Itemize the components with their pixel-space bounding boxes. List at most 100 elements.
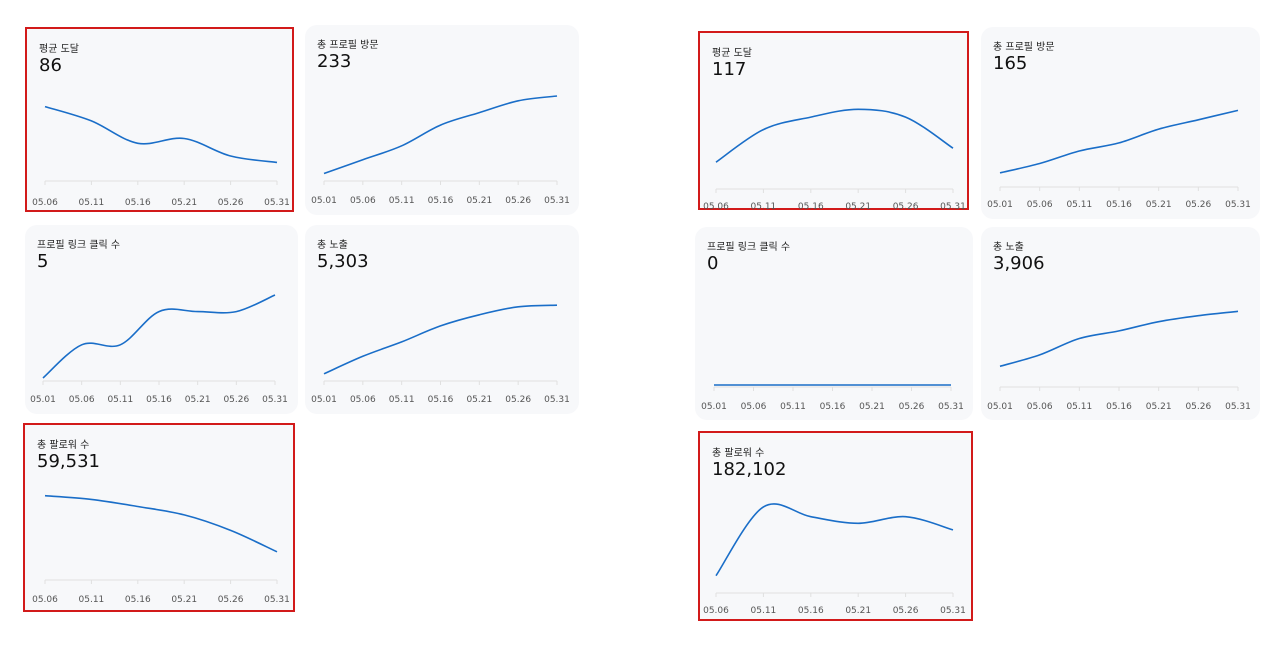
series-line [715, 503, 954, 577]
x-tick-label: 05.11 [107, 395, 133, 405]
x-tick-label: 05.26 [223, 395, 249, 405]
x-tick-label: 05.26 [899, 402, 925, 412]
x-tick-label: 05.26 [1185, 200, 1211, 210]
line-chart: 05.01 05.06 05.11 05.16 05.21 05.26 05.31 [311, 304, 570, 405]
metric-value: 117 [712, 59, 747, 80]
metric-value: 5,303 [317, 251, 369, 272]
x-tick-label: 05.31 [1225, 402, 1251, 412]
series-line [999, 310, 1239, 368]
metric-card: 총 프로필 방문 233 05.01 05.06 05.11 05.16 05.21 05.2… [305, 25, 579, 215]
series-line [715, 108, 954, 163]
x-tick-label: 05.31 [940, 202, 966, 212]
line-chart: 05.01 05.06 05.11 05.16 05.21 05.26 05.31 [30, 294, 288, 405]
x-tick-label: 05.16 [820, 402, 846, 412]
metric-card: 평균 도달 86 05.06 05.11 05.16 05.21 05.26 05.31 [25, 27, 294, 212]
x-tick-label: 05.01 [987, 200, 1013, 210]
x-tick-label: 05.21 [185, 395, 211, 405]
metric-card: 총 노출 5,303 05.01 05.06 05.11 05.16 05.21 05.26 0… [305, 225, 579, 414]
x-tick-label: 05.01 [30, 395, 56, 405]
series-line [44, 105, 278, 164]
series-line [323, 95, 558, 175]
metric-card: 프로필 링크 클릭 수 5 05.01 05.06 05.11 05.16 05.21 05.… [25, 225, 298, 414]
x-tick-label: 05.16 [798, 202, 824, 212]
x-tick-label: 05.21 [466, 196, 492, 206]
x-tick-label: 05.06 [1027, 402, 1053, 412]
x-tick-label: 05.11 [389, 395, 415, 405]
x-tick-label: 05.26 [505, 196, 531, 206]
x-tick-label: 05.21 [1146, 200, 1172, 210]
x-tick-label: 05.21 [845, 606, 871, 616]
line-chart: 05.06 05.11 05.16 05.21 05.26 05.31 [703, 108, 966, 212]
line-chart: 05.01 05.06 05.11 05.16 05.21 05.26 05.31 [701, 384, 964, 412]
x-tick-label: 05.06 [703, 606, 729, 616]
x-tick-label: 05.06 [350, 395, 376, 405]
metric-value: 182,102 [712, 459, 787, 480]
x-tick-label: 05.11 [1066, 200, 1092, 210]
x-tick-label: 05.31 [938, 402, 964, 412]
x-tick-label: 05.21 [845, 202, 871, 212]
metric-title: 평균 도달 [712, 48, 752, 59]
x-tick-label: 05.01 [311, 196, 337, 206]
x-tick-label: 05.16 [798, 606, 824, 616]
x-tick-label: 05.26 [893, 202, 919, 212]
x-tick-label: 05.11 [79, 595, 105, 605]
x-tick-label: 05.01 [311, 395, 337, 405]
metric-title: 총 노출 [317, 240, 348, 251]
metric-title: 프로필 링크 클릭 수 [707, 242, 791, 253]
x-tick-label: 05.31 [262, 395, 288, 405]
series-line [44, 494, 278, 553]
x-tick-label: 05.31 [264, 198, 290, 208]
metric-title: 프로필 링크 클릭 수 [37, 240, 121, 251]
x-tick-label: 05.11 [751, 202, 777, 212]
x-tick-label: 05.16 [146, 395, 172, 405]
metric-card: 평균 도달 117 05.06 05.11 05.16 05.21 05.26 05.31 [698, 31, 969, 212]
metric-title: 총 프로필 방문 [993, 42, 1055, 53]
metric-title: 총 팔로워 수 [712, 448, 765, 459]
x-tick-label: 05.26 [505, 395, 531, 405]
x-tick-label: 05.06 [32, 595, 58, 605]
metric-title: 총 프로필 방문 [317, 40, 379, 51]
x-tick-label: 05.01 [987, 402, 1013, 412]
metric-value: 233 [317, 51, 352, 72]
x-tick-label: 05.26 [218, 198, 244, 208]
x-tick-label: 05.26 [218, 595, 244, 605]
metric-card: 총 노출 3,906 05.01 05.06 05.11 05.16 05.21 05.26 0… [981, 227, 1260, 420]
line-chart: 05.06 05.11 05.16 05.21 05.26 05.31 [32, 494, 290, 605]
x-tick-label: 05.21 [859, 402, 885, 412]
metric-title: 평균 도달 [39, 44, 79, 55]
x-tick-label: 05.31 [264, 595, 290, 605]
metric-card: 총 팔로워 수 182,102 05.06 05.11 05.16 05.21 05.26 0… [698, 431, 973, 621]
x-tick-label: 05.21 [171, 595, 197, 605]
x-tick-label: 05.26 [1185, 402, 1211, 412]
x-tick-label: 05.11 [389, 196, 415, 206]
x-tick-label: 05.21 [171, 198, 197, 208]
metric-card: 프로필 링크 클릭 수 0 05.01 05.06 05.11 05.16 05.21 05.… [695, 227, 973, 420]
x-tick-label: 05.16 [428, 196, 454, 206]
x-tick-label: 05.16 [1106, 402, 1132, 412]
series-line [999, 109, 1239, 174]
metric-card: 총 팔로워 수 59,531 05.06 05.11 05.16 05.21 05.26 05… [23, 423, 295, 612]
metric-value: 0 [707, 253, 719, 274]
x-tick-label: 05.11 [1066, 402, 1092, 412]
metric-card: 총 프로필 방문 165 05.01 05.06 05.11 05.16 05.21 05.2… [981, 27, 1260, 219]
line-chart: 05.01 05.06 05.11 05.16 05.21 05.26 05.31 [987, 109, 1251, 210]
series-line [323, 304, 558, 375]
x-tick-label: 05.11 [780, 402, 806, 412]
series-line [42, 294, 276, 379]
metric-value: 86 [39, 55, 62, 76]
x-tick-label: 05.16 [1106, 200, 1132, 210]
x-tick-label: 05.31 [1225, 200, 1251, 210]
x-tick-label: 05.21 [466, 395, 492, 405]
metric-title: 총 노출 [993, 242, 1024, 253]
x-tick-label: 05.31 [544, 196, 570, 206]
x-tick-label: 05.31 [544, 395, 570, 405]
line-chart: 05.06 05.11 05.16 05.21 05.26 05.31 [32, 105, 290, 208]
metric-value: 59,531 [37, 451, 100, 472]
x-tick-label: 05.31 [940, 606, 966, 616]
x-tick-label: 05.11 [79, 198, 105, 208]
x-tick-label: 05.06 [741, 402, 767, 412]
x-tick-label: 05.21 [1146, 402, 1172, 412]
x-tick-label: 05.11 [751, 606, 777, 616]
metric-title: 총 팔로워 수 [37, 440, 90, 451]
x-tick-label: 05.16 [125, 595, 151, 605]
